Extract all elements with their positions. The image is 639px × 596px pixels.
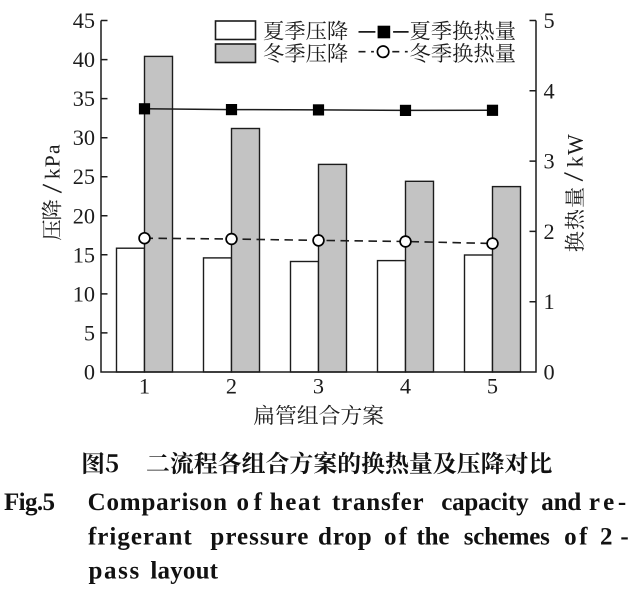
svg-text:0: 0 [544,360,555,385]
svg-text:40: 40 [73,47,95,72]
svg-text:transfer: transfer [332,489,424,516]
svg-text:4: 4 [544,78,555,103]
svg-text:of: of [384,523,408,550]
svg-text:20: 20 [73,203,95,228]
svg-text:15: 15 [73,242,95,267]
svg-text:10: 10 [73,281,95,306]
svg-text:3: 3 [544,149,555,174]
svg-text:5: 5 [487,374,498,399]
svg-text:drop: drop [318,523,372,550]
svg-text:30: 30 [73,125,95,150]
svg-text:capacity: capacity [441,489,529,516]
svg-text:25: 25 [73,164,95,189]
svg-text:3: 3 [313,374,324,399]
svg-text:and: and [541,489,581,516]
svg-text:2: 2 [226,374,237,399]
svg-text:45: 45 [73,8,95,33]
svg-text:the: the [417,523,450,550]
svg-text:schemes: schemes [464,523,550,550]
svg-text:1: 1 [139,374,150,399]
svg-text:pass: pass [89,558,140,585]
svg-text:of: of [564,523,588,550]
svg-text:5: 5 [544,8,555,33]
svg-text:frigerant: frigerant [88,523,192,550]
svg-text:pressure: pressure [210,523,308,550]
svg-text:0: 0 [84,360,95,385]
svg-text:Comparison: Comparison [88,489,227,516]
svg-text:re-: re- [589,489,626,516]
svg-text:5: 5 [84,320,95,345]
svg-text:2: 2 [544,219,555,244]
svg-text:35: 35 [73,86,95,111]
svg-text:heat: heat [270,489,322,516]
svg-text:layout: layout [150,558,218,585]
svg-text:kW: kW [562,133,587,167]
svg-text:1: 1 [544,289,555,314]
svg-text:4: 4 [400,374,411,399]
svg-text:kPa: kPa [41,143,65,179]
svg-text:Fig.5: Fig.5 [4,489,55,516]
